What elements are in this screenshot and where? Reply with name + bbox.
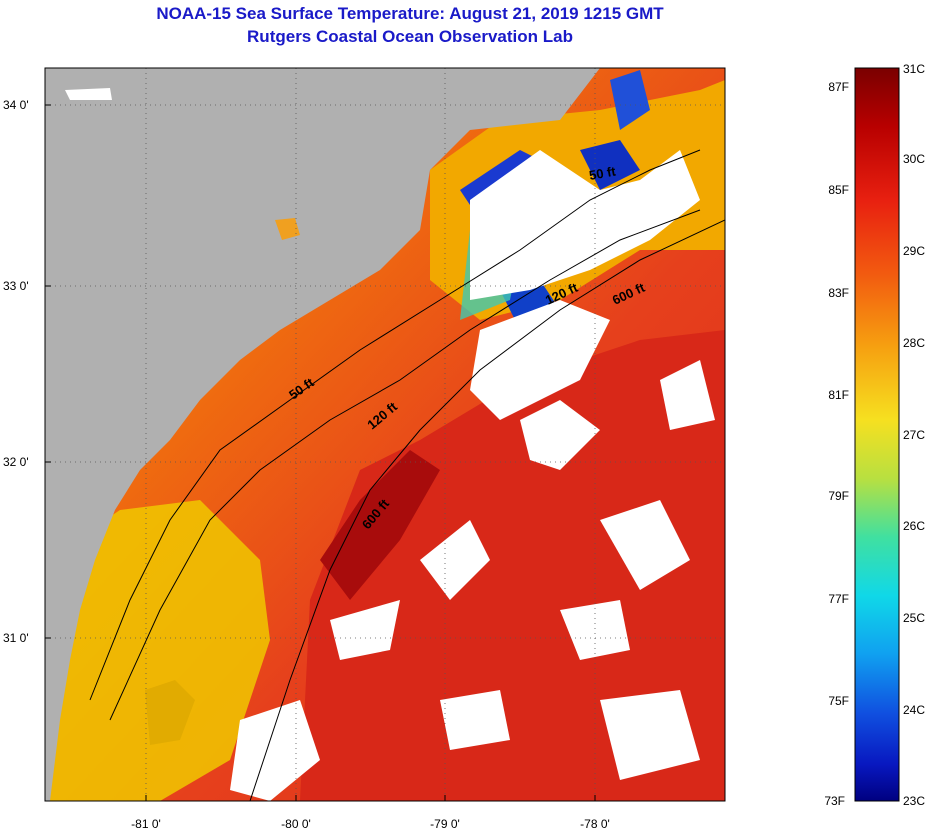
f-label: 75F — [828, 694, 849, 708]
c-label: 24C — [903, 703, 925, 717]
f-label: 73F — [824, 794, 845, 808]
c-label: 29C — [903, 244, 925, 258]
lon-label: -78 0' — [580, 817, 610, 831]
map-subtitle: Rutgers Coastal Ocean Observation Lab — [247, 27, 573, 46]
cloud-area-11 — [230, 700, 320, 801]
cloud-inland — [65, 88, 112, 100]
colorbar-fahrenheit-labels: 87F 85F 83F 81F 79F 77F 75F 73F — [824, 80, 849, 808]
graticule — [45, 68, 725, 801]
f-label: 87F — [828, 80, 849, 94]
land — [45, 68, 600, 801]
axis-ticks — [45, 104, 596, 801]
temperature-colorbar — [854, 67, 900, 802]
cold-patch-2 — [580, 140, 640, 190]
c-label: 25C — [903, 611, 925, 625]
cloud-area — [470, 150, 700, 300]
cloud-area-9 — [440, 690, 510, 750]
lon-label: -80 0' — [281, 817, 311, 831]
depth-contours — [89, 149, 725, 801]
colorbar-celsius-labels: 31C 30C 29C 28C 27C 26C 25C 24C 23C — [903, 62, 925, 808]
cloud-area-5 — [600, 500, 690, 590]
contour-label-north-50: 50 ft — [588, 163, 618, 183]
lon-label: -79 0' — [430, 817, 460, 831]
lat-label: 34 0' — [3, 98, 29, 112]
lat-label: 32 0' — [3, 455, 29, 469]
map-title: NOAA-15 Sea Surface Temperature: August … — [156, 4, 664, 23]
cloud-area-6 — [330, 600, 400, 660]
gulf-stream-core — [320, 450, 440, 600]
c-label: 31C — [903, 62, 925, 76]
gulf-stream-region — [300, 330, 725, 801]
f-label: 85F — [828, 183, 849, 197]
lat-label: 31 0' — [3, 631, 29, 645]
map-frame — [44, 67, 726, 802]
cloud-area-4 — [420, 520, 490, 600]
cloud-area-7 — [560, 600, 630, 660]
cloud-area-10 — [660, 360, 715, 430]
f-label: 81F — [828, 388, 849, 402]
coastal-band — [45, 500, 270, 801]
c-label: 30C — [903, 152, 925, 166]
f-label: 79F — [828, 489, 849, 503]
lat-label: 33 0' — [3, 279, 29, 293]
c-label: 26C — [903, 519, 925, 533]
lake — [275, 218, 300, 240]
f-label: 83F — [828, 286, 849, 300]
f-label: 77F — [828, 592, 849, 606]
c-label: 27C — [903, 428, 925, 442]
c-label: 23C — [903, 794, 925, 808]
cold-patch-3 — [610, 70, 650, 130]
cloud-area-8 — [600, 690, 700, 780]
lon-label: -81 0' — [131, 817, 161, 831]
c-label: 28C — [903, 336, 925, 350]
cloud-area-2 — [470, 300, 610, 420]
cloud-area-3 — [520, 400, 600, 470]
